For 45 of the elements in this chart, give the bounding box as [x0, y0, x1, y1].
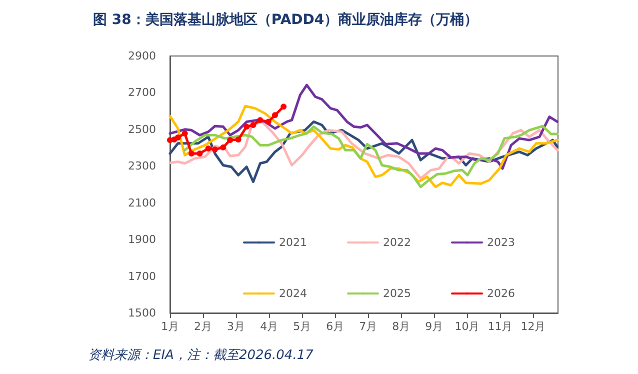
x-tick-label: 4月: [260, 320, 278, 333]
point: [280, 104, 287, 110]
point: [205, 146, 212, 152]
y-tick-label: 2500: [128, 122, 156, 136]
point: [212, 146, 218, 152]
point: [174, 134, 181, 141]
line-series: [168, 84, 559, 170]
y-tick-label: 1700: [128, 270, 156, 283]
y-tick-label: 2100: [128, 196, 156, 210]
x-tick-label: 12月: [520, 320, 546, 333]
point: [227, 137, 234, 144]
line-series: [184, 124, 559, 188]
legend-label: 2021: [279, 236, 307, 249]
legend-label: 2024: [279, 287, 307, 300]
point: [265, 118, 272, 125]
legend-label: 2022: [382, 236, 411, 249]
point: [244, 124, 250, 130]
x-tick-label: 10月: [454, 320, 480, 333]
point: [235, 136, 242, 143]
x-tick-label: 2月: [194, 320, 212, 333]
x-tick-label: 6月: [326, 320, 344, 333]
x-tick-label: 8月: [392, 320, 410, 333]
y-tick-label: 2300: [128, 160, 156, 173]
x-tick-label: 5月: [293, 320, 312, 333]
x-tick-label: 9月: [425, 320, 444, 333]
x-tick-label: 3月: [227, 320, 246, 333]
point: [272, 112, 278, 118]
point: [250, 122, 256, 128]
legend-label: 2025: [382, 287, 411, 300]
x-tick-label: 7月: [359, 320, 378, 333]
point: [257, 117, 264, 124]
y-tick-label: 1500: [128, 306, 156, 320]
x-tick-label: 1月: [161, 320, 179, 333]
y-tick-label: 1900: [128, 233, 156, 246]
x-tick-label: 11月: [488, 320, 513, 333]
point: [220, 144, 226, 150]
y-tick-label: 2900: [128, 50, 156, 62]
legend-label: 2026: [486, 287, 515, 300]
point: [196, 150, 203, 156]
point: [188, 150, 194, 156]
chart-title: 图 38：美国落基山脉地区（PADD4）商业原油库存（万桶）: [93, 11, 478, 28]
text: 资料来源：EIA，注：截至2026.04.17: [88, 348, 314, 363]
legend-label: 2023: [486, 236, 515, 249]
point: [182, 130, 188, 136]
y-tick-label: 2700: [128, 86, 156, 100]
